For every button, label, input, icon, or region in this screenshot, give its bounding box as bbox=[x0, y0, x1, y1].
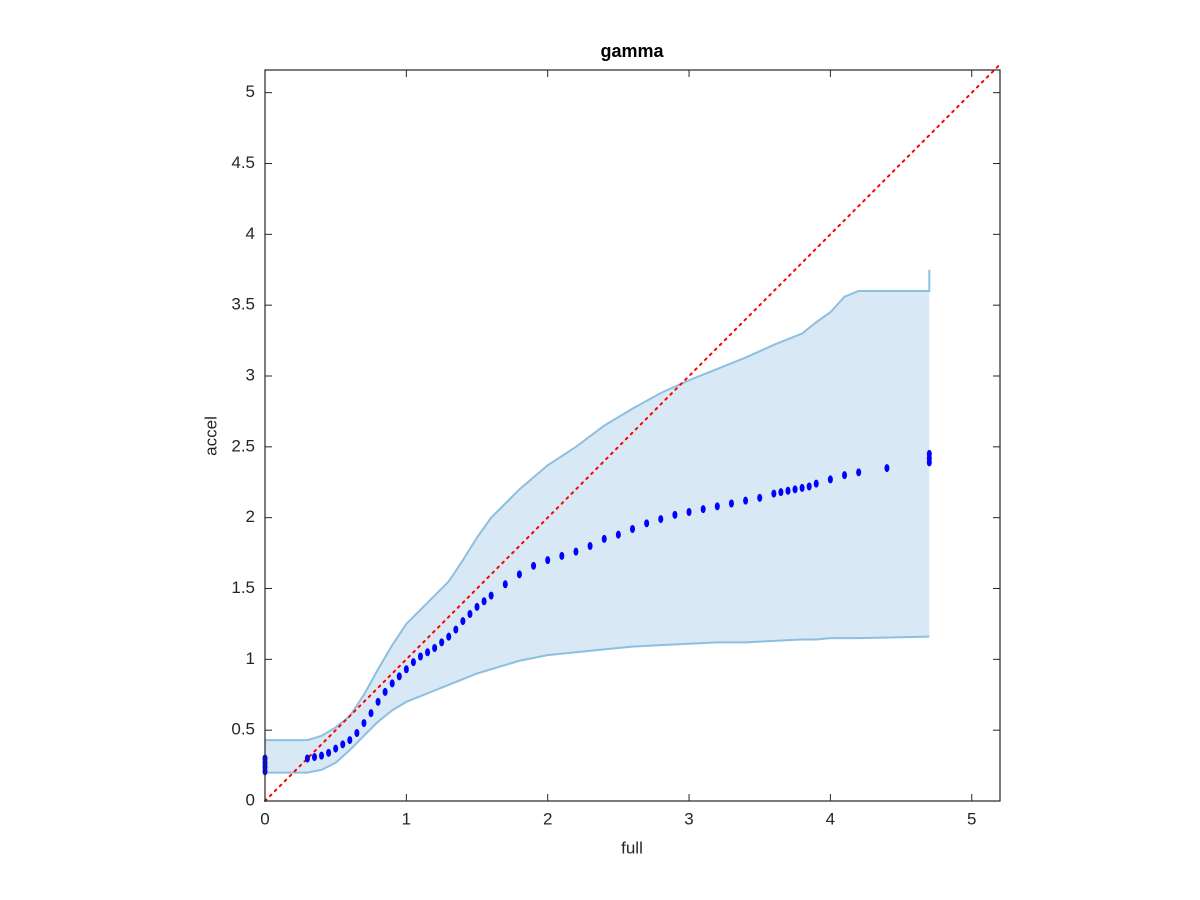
data-point bbox=[326, 748, 332, 757]
chart-title: gamma bbox=[600, 41, 664, 61]
y-tick-label: 0.5 bbox=[231, 720, 255, 739]
y-tick-label: 4.5 bbox=[231, 153, 255, 172]
data-point bbox=[827, 475, 833, 484]
data-point bbox=[347, 736, 353, 745]
x-tick-label: 1 bbox=[402, 809, 411, 828]
band-lower bbox=[265, 635, 930, 774]
data-point bbox=[757, 493, 763, 502]
y-tick-label: 3 bbox=[246, 365, 255, 384]
data-point bbox=[615, 530, 621, 539]
data-point bbox=[403, 665, 409, 674]
y-tick-label: 2 bbox=[246, 507, 255, 526]
data-point bbox=[417, 652, 423, 661]
data-point bbox=[587, 542, 593, 550]
data-point bbox=[714, 502, 720, 511]
data-point bbox=[842, 471, 848, 480]
data-point bbox=[375, 697, 381, 706]
data-point bbox=[644, 519, 650, 528]
data-point bbox=[361, 719, 367, 728]
x-tick-label: 3 bbox=[684, 809, 693, 828]
x-tick-label: 4 bbox=[826, 809, 835, 828]
data-point bbox=[785, 486, 791, 495]
data-point bbox=[368, 709, 374, 718]
data-point bbox=[672, 510, 678, 519]
y-axis-label: accel bbox=[201, 416, 220, 456]
data-point bbox=[502, 580, 508, 589]
data-point bbox=[432, 644, 438, 652]
x-tick-label: 2 bbox=[543, 809, 552, 828]
y-tick-label: 5 bbox=[246, 82, 255, 101]
y-tick-label: 2.5 bbox=[231, 436, 255, 455]
reference-line bbox=[264, 63, 1001, 802]
data-point bbox=[340, 740, 346, 749]
data-point bbox=[630, 525, 635, 533]
data-point bbox=[601, 534, 607, 543]
data-point bbox=[488, 591, 494, 600]
y-tick-label: 0 bbox=[246, 790, 255, 809]
data-point bbox=[686, 508, 692, 516]
data-point bbox=[792, 485, 798, 494]
data-point bbox=[389, 679, 395, 688]
data-point bbox=[531, 561, 537, 570]
x-tick-label: 0 bbox=[260, 809, 269, 828]
x-axis-label: full bbox=[621, 838, 643, 857]
data-point bbox=[559, 551, 565, 560]
data-point bbox=[926, 449, 932, 458]
data-point bbox=[396, 672, 402, 681]
data-point bbox=[467, 610, 473, 618]
data-point bbox=[382, 687, 388, 696]
data-point bbox=[446, 632, 452, 641]
data-point bbox=[545, 556, 551, 565]
y-tick-label: 1 bbox=[246, 649, 255, 668]
data-point bbox=[856, 468, 862, 477]
data-point bbox=[425, 648, 431, 657]
data-point bbox=[333, 744, 339, 753]
data-point bbox=[410, 658, 416, 667]
y-tick-label: 1.5 bbox=[231, 578, 255, 597]
axes-box bbox=[264, 69, 1001, 802]
data-point bbox=[743, 496, 749, 505]
data-point bbox=[813, 479, 819, 488]
band-fill bbox=[265, 269, 930, 773]
data-point bbox=[658, 515, 664, 524]
data-point bbox=[728, 499, 734, 508]
data-point bbox=[799, 483, 805, 492]
data-point bbox=[806, 482, 812, 491]
data-point bbox=[481, 597, 487, 606]
data-point bbox=[884, 464, 890, 473]
data-point bbox=[516, 570, 522, 579]
data-point bbox=[700, 505, 706, 514]
x-tick-label: 5 bbox=[967, 809, 976, 828]
data-point bbox=[439, 638, 445, 647]
data-point bbox=[573, 547, 579, 556]
data-point bbox=[354, 729, 360, 737]
data-point bbox=[319, 751, 325, 760]
data-point bbox=[778, 488, 784, 497]
data-point bbox=[311, 753, 317, 762]
data-point bbox=[304, 754, 310, 763]
data-point bbox=[453, 625, 459, 634]
data-point bbox=[460, 617, 466, 626]
data-point bbox=[474, 602, 480, 611]
band-upper bbox=[265, 269, 931, 742]
data-point bbox=[771, 489, 777, 498]
y-tick-label: 4 bbox=[246, 224, 255, 243]
y-tick-label: 3.5 bbox=[231, 295, 255, 314]
